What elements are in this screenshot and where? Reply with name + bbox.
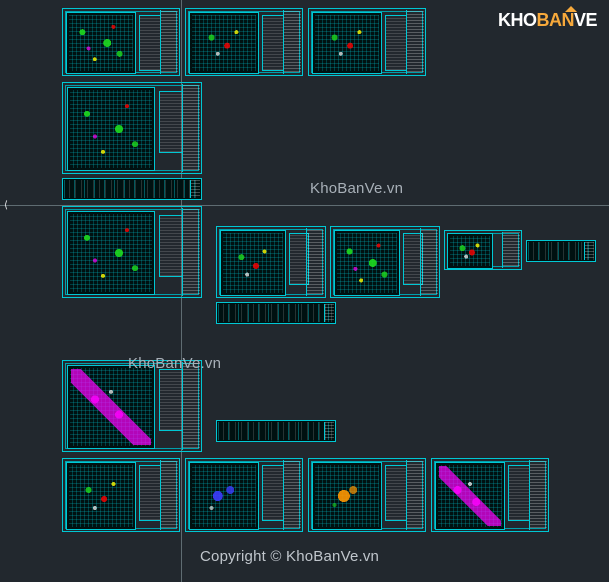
copyright-text: Copyright © KhoBanVe.vn	[200, 548, 379, 565]
title-block	[182, 84, 200, 172]
drawing-sheet[interactable]	[185, 8, 303, 76]
drawing-sheet[interactable]	[308, 8, 426, 76]
logo-part-3: VE	[574, 10, 597, 31]
legend-block	[262, 15, 284, 71]
legend-block	[159, 369, 183, 431]
legend-block	[159, 91, 183, 153]
floor-plan	[435, 462, 505, 530]
legend-block	[385, 15, 407, 71]
title-block	[283, 10, 301, 74]
drawing-sheet[interactable]	[62, 8, 180, 76]
title-block	[160, 10, 178, 74]
title-block	[190, 180, 200, 198]
detail-strip[interactable]	[526, 240, 596, 262]
legend-block	[139, 465, 161, 521]
title-block	[306, 228, 324, 296]
floor-plan	[334, 230, 400, 296]
legend-block	[262, 465, 284, 521]
floor-plan	[312, 12, 382, 74]
drawing-sheet[interactable]	[308, 458, 426, 532]
drawing-sheet[interactable]	[62, 82, 202, 174]
title-block	[182, 208, 200, 296]
title-block	[160, 460, 178, 530]
title-block	[584, 242, 594, 260]
watermark-text: KhoBanVe.vn	[310, 180, 403, 197]
floor-plan	[67, 211, 155, 295]
cad-model-space[interactable]: ⟨ KHO BAN VE KhoBanVe.vn KhoBanVe.vn Copyr…	[0, 0, 609, 582]
drawing-sheet[interactable]	[62, 458, 180, 532]
floor-plan	[189, 12, 259, 74]
drawing-sheet[interactable]	[62, 360, 202, 452]
drawing-sheet[interactable]	[185, 458, 303, 532]
title-block	[420, 228, 438, 296]
cursor-glyph: ⟨	[4, 200, 8, 211]
title-block	[182, 362, 200, 450]
title-block	[283, 460, 301, 530]
floor-plan	[66, 462, 136, 530]
brand-logo: KHO BAN VE	[498, 10, 597, 31]
legend-block	[159, 215, 183, 277]
watermark-text: KhoBanVe.vn	[128, 355, 221, 372]
floor-plan	[67, 365, 155, 449]
floor-plan	[447, 233, 493, 269]
floor-plan	[189, 462, 259, 530]
drawing-sheet[interactable]	[431, 458, 549, 532]
drawing-sheet[interactable]	[444, 230, 522, 270]
title-block	[324, 422, 334, 440]
legend-block	[508, 465, 530, 521]
logo-part-1: KHO	[498, 10, 537, 31]
logo-part-2: BAN	[536, 10, 574, 31]
drawing-sheet[interactable]	[62, 206, 202, 298]
floor-plan	[220, 230, 286, 296]
detail-strip[interactable]	[216, 302, 336, 324]
title-block	[324, 304, 334, 322]
roof-icon	[565, 6, 577, 12]
floor-plan	[312, 462, 382, 530]
detail-strip[interactable]	[62, 178, 202, 200]
floor-plan	[66, 12, 136, 74]
drawing-sheet[interactable]	[216, 226, 326, 298]
title-block	[529, 460, 547, 530]
detail-strip[interactable]	[216, 420, 336, 442]
legend-block	[139, 15, 161, 71]
title-block	[406, 460, 424, 530]
legend-block	[385, 465, 407, 521]
title-block	[406, 10, 424, 74]
title-block	[502, 232, 520, 268]
drawing-sheet[interactable]	[330, 226, 440, 298]
floor-plan	[67, 87, 155, 171]
